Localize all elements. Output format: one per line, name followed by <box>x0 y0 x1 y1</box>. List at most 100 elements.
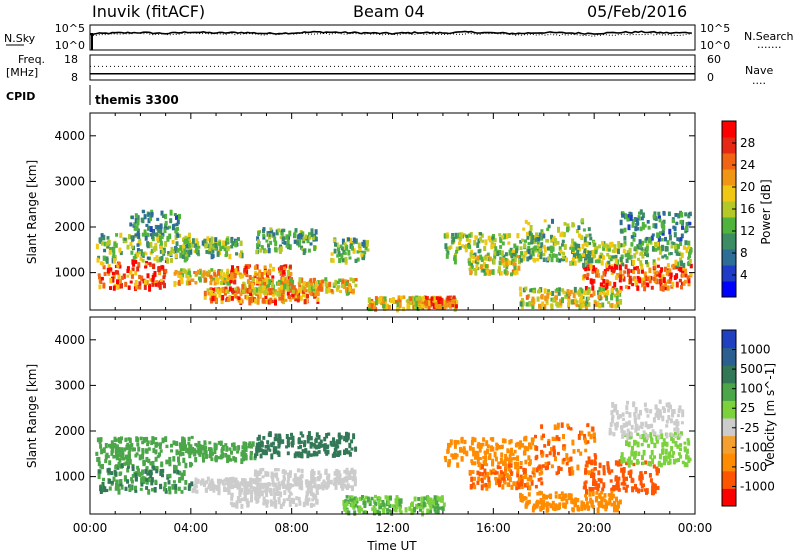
velocity-cell <box>482 437 486 442</box>
power-cell <box>558 258 562 263</box>
velocity-cell <box>625 410 629 415</box>
power-cell <box>681 267 685 272</box>
velocity-cell <box>648 473 652 478</box>
power-cell <box>130 245 134 249</box>
power-cell <box>511 269 515 275</box>
power-cell <box>666 240 670 246</box>
velocity-cell <box>585 489 588 495</box>
velocity-cell <box>503 438 507 444</box>
power-cell <box>338 278 342 283</box>
power-cell <box>186 243 190 249</box>
power-cell <box>513 262 517 269</box>
velocity-cell <box>655 466 659 471</box>
velocity-cell <box>562 434 565 439</box>
power-cell <box>288 296 292 302</box>
power-cell <box>639 242 643 249</box>
velocity-cell <box>567 494 571 499</box>
velocity-cell <box>612 500 616 506</box>
velocity-cell <box>158 452 161 457</box>
velocity-cell <box>227 484 231 491</box>
velocity-cell <box>513 461 517 466</box>
power-cell <box>335 287 339 292</box>
velocity-cell <box>295 496 299 501</box>
velocity-cell <box>600 498 604 503</box>
power-cell <box>508 233 511 239</box>
velocity-cell <box>146 442 150 447</box>
velocity-cell <box>667 453 671 459</box>
power-cell <box>471 254 475 259</box>
power-colorbar-tick-label: 16 <box>740 202 755 216</box>
velocity-cell <box>433 505 437 512</box>
power-cell <box>212 269 216 275</box>
power-cell <box>277 287 281 291</box>
power-cell <box>220 281 223 285</box>
velocity-cell <box>591 487 595 493</box>
power-cell <box>438 304 442 310</box>
power-cell <box>256 244 260 250</box>
velocity-cell <box>512 481 516 487</box>
velocity-cell <box>256 437 260 441</box>
velocity-cell <box>343 508 347 512</box>
power-cell <box>340 253 344 260</box>
power-cell <box>688 252 691 258</box>
power-cell <box>674 259 678 266</box>
velocity-cell <box>562 446 566 451</box>
velocity-cell <box>540 504 544 510</box>
velocity-colorbar-swatch <box>722 382 736 401</box>
power-cell <box>630 269 634 273</box>
power-cell <box>584 260 588 265</box>
velocity-cell <box>264 452 268 456</box>
velocity-cell <box>309 487 313 493</box>
power-cell <box>126 266 130 271</box>
velocity-cell <box>565 498 569 505</box>
power-cell <box>98 276 101 280</box>
power-cell <box>579 293 583 299</box>
velocity-colorbar-swatch <box>722 435 736 454</box>
power-cell <box>470 265 474 270</box>
velocity-cell <box>338 473 342 478</box>
power-cell <box>248 275 252 281</box>
power-cell <box>187 250 191 255</box>
velocity-cell <box>141 453 145 460</box>
power-cell <box>168 233 172 240</box>
velocity-cell <box>460 456 464 462</box>
velocity-cell <box>664 448 668 455</box>
velocity-cell <box>99 485 103 492</box>
velocity-cell <box>126 465 130 469</box>
velocity-cell <box>314 439 318 443</box>
power-cell <box>176 219 180 225</box>
velocity-cell <box>245 498 249 504</box>
power-cell <box>246 264 250 269</box>
velocity-cell <box>463 450 466 455</box>
velocity-cell <box>315 445 318 450</box>
velocity-cell <box>262 496 266 502</box>
power-cell <box>316 280 320 285</box>
velocity-cell <box>676 444 680 449</box>
power-cell <box>178 213 181 220</box>
power-cell <box>685 222 689 228</box>
velocity-cell <box>325 433 329 439</box>
power-cell <box>643 275 647 282</box>
power-cell <box>405 299 409 303</box>
velocity-cell <box>634 483 637 490</box>
power-cell <box>242 287 246 294</box>
power-cell <box>345 286 348 293</box>
velocity-cell <box>350 439 354 444</box>
velocity-cell <box>598 493 602 500</box>
power-cell <box>209 295 213 301</box>
power-cell <box>468 261 472 266</box>
power-cell <box>626 214 630 220</box>
velocity-xtick-label: 20:00 <box>577 521 612 535</box>
power-cell <box>161 214 165 218</box>
velocity-cell <box>634 408 638 414</box>
power-cell <box>522 257 526 261</box>
noise-right-tick-bottom: 10^0 <box>700 39 730 52</box>
velocity-cell <box>327 473 331 479</box>
velocity-cell <box>214 455 218 461</box>
power-cell <box>652 268 656 275</box>
velocity-cell <box>312 493 316 500</box>
power-cell <box>203 238 207 244</box>
velocity-cell <box>242 441 246 446</box>
power-cell <box>487 270 491 276</box>
power-cell <box>312 284 316 290</box>
